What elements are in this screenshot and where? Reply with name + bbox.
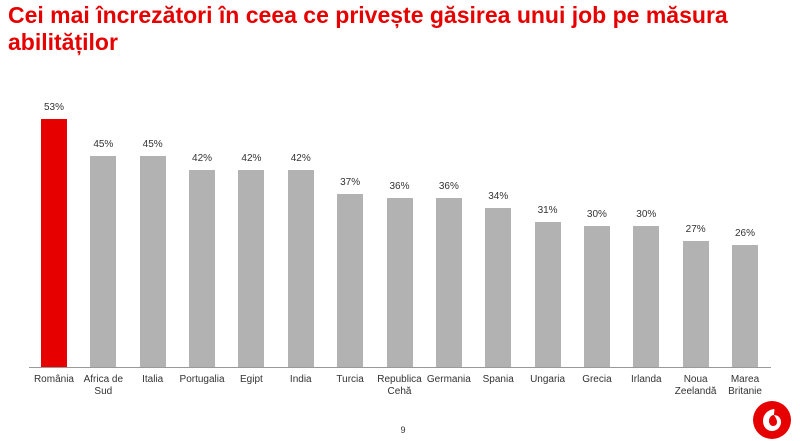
x-tick-label: Spania bbox=[482, 374, 514, 385]
x-tick-label: Egipt bbox=[240, 374, 263, 385]
chart-title: Cei mai încrezători în ceea ce privește … bbox=[8, 2, 728, 55]
page-number: 9 bbox=[400, 425, 406, 435]
value-label: 36% bbox=[438, 181, 459, 193]
bar bbox=[337, 193, 364, 367]
value-label: 45% bbox=[93, 139, 114, 151]
value-label: 30% bbox=[586, 209, 607, 221]
value-label: 53% bbox=[43, 101, 64, 113]
logo bbox=[753, 401, 791, 439]
bar bbox=[435, 198, 462, 367]
bar bbox=[583, 226, 610, 367]
bar bbox=[732, 245, 759, 367]
value-label: 34% bbox=[488, 190, 509, 202]
value-label: 37% bbox=[340, 176, 361, 188]
x-tick-label: Portugalia bbox=[179, 374, 225, 385]
value-label: 30% bbox=[636, 209, 657, 221]
x-tick-label: India bbox=[289, 374, 312, 385]
bar bbox=[534, 221, 561, 367]
value-label: 45% bbox=[142, 139, 163, 151]
x-tick-label: Turcia bbox=[336, 374, 364, 385]
bar bbox=[682, 240, 709, 367]
bar bbox=[633, 226, 660, 367]
value-label: 42% bbox=[192, 153, 213, 165]
bar bbox=[238, 170, 265, 367]
x-tick-label: Republica Cehă bbox=[377, 374, 422, 397]
value-label: 31% bbox=[537, 204, 558, 216]
axis-line bbox=[29, 367, 771, 368]
value-label: 36% bbox=[389, 181, 410, 193]
bar bbox=[485, 207, 512, 367]
bar bbox=[40, 118, 67, 367]
x-tick-label: Noua Zeelandă bbox=[674, 374, 717, 397]
x-tick-label: Marea Britanie bbox=[728, 374, 762, 397]
value-label: 42% bbox=[241, 153, 262, 165]
value-label: 42% bbox=[290, 153, 311, 165]
value-label: 27% bbox=[685, 223, 706, 235]
bar bbox=[287, 170, 314, 367]
x-tick-label: Grecia bbox=[582, 374, 612, 385]
x-tick-label: Irlanda bbox=[631, 374, 662, 385]
bar bbox=[139, 156, 166, 367]
value-label: 26% bbox=[735, 228, 756, 240]
bar bbox=[386, 198, 413, 367]
bar bbox=[90, 156, 117, 367]
bar bbox=[189, 170, 216, 367]
x-tick-label: România bbox=[33, 374, 74, 385]
x-tick-label: Ungaria bbox=[530, 374, 566, 385]
x-tick-label: Germania bbox=[426, 374, 471, 385]
x-tick-label: Italia bbox=[142, 374, 164, 385]
x-tick-label: Africa de Sud bbox=[83, 374, 124, 397]
